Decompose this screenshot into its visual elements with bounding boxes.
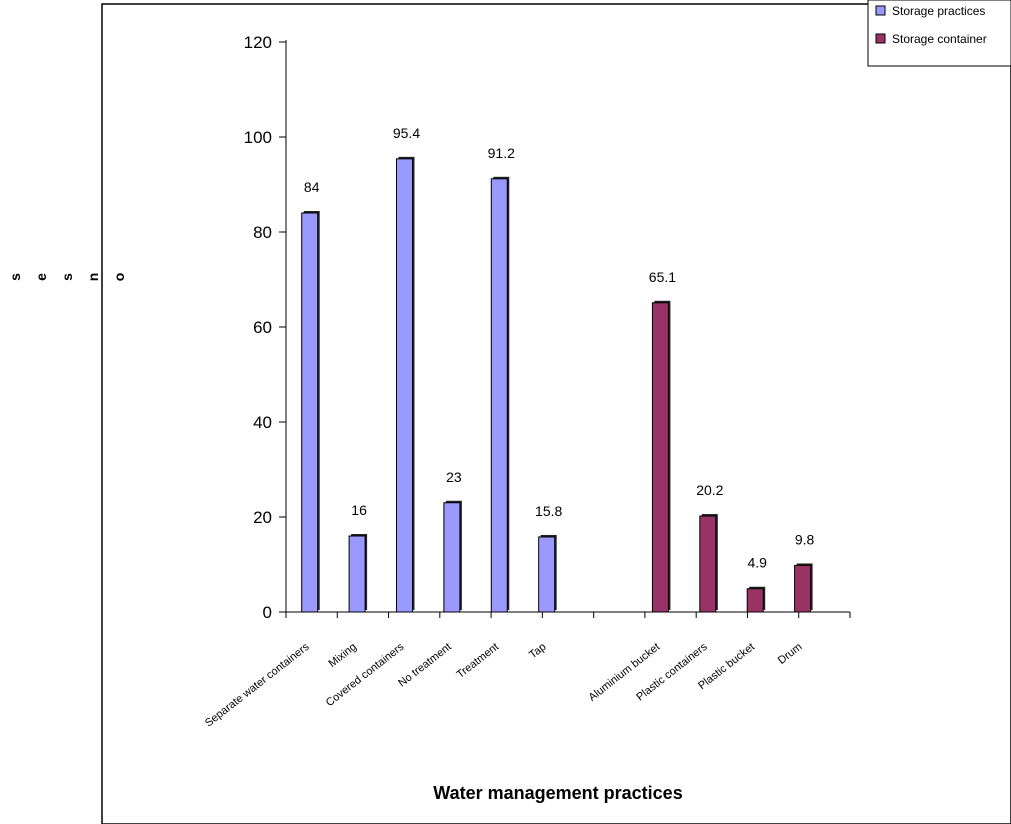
legend-label: Storage practices xyxy=(892,4,985,18)
x-category-label: Covered containers xyxy=(324,641,407,709)
bar xyxy=(490,178,508,613)
y-axis-title-char: e xyxy=(33,273,49,281)
y-tick-label: 120 xyxy=(244,33,272,52)
x-category-label: Drum xyxy=(776,641,805,667)
x-category-label: Tap xyxy=(527,641,548,661)
bar xyxy=(746,588,764,613)
bar xyxy=(443,502,461,613)
y-axis-title-char: s xyxy=(59,273,75,281)
bar xyxy=(301,212,319,613)
x-axis-title: Water management practices xyxy=(433,783,682,803)
x-category-label: No treatment xyxy=(396,641,454,690)
data-label: 15.8 xyxy=(535,503,562,519)
bar xyxy=(348,535,366,613)
y-tick-label: 60 xyxy=(253,318,272,337)
y-axis-title: s e s n o xyxy=(7,273,127,282)
data-label: 20.2 xyxy=(696,482,723,498)
data-label: 16 xyxy=(351,502,367,518)
data-label: 9.8 xyxy=(795,531,815,547)
bar xyxy=(651,302,669,613)
bar xyxy=(395,158,413,613)
bar xyxy=(538,536,556,613)
y-tick-label: 100 xyxy=(244,128,272,147)
y-axis-title-char: s xyxy=(7,273,23,281)
data-label: 23 xyxy=(446,469,462,485)
y-axis-title-char: n xyxy=(85,273,101,282)
data-label: 91.2 xyxy=(488,145,515,161)
bar xyxy=(794,564,812,613)
data-label: 84 xyxy=(304,179,320,195)
bar xyxy=(699,515,717,613)
y-tick-label: 40 xyxy=(253,413,272,432)
x-category-label: Separate water containers xyxy=(203,641,312,730)
data-label: 4.9 xyxy=(747,555,767,571)
legend-swatch xyxy=(875,33,886,44)
x-category-label: Treatment xyxy=(455,641,502,681)
plot-area: 0 20 40 60 80 100 120 84 16 95.4 23 91.2 15.8 65.1 20.… xyxy=(203,33,851,730)
y-tick-label: 0 xyxy=(263,603,272,622)
y-axis-title-char: o xyxy=(111,273,127,282)
y-tick-label: 80 xyxy=(253,223,272,242)
x-category-label: Mixing xyxy=(326,641,358,670)
data-label: 65.1 xyxy=(649,269,676,285)
legend-label: Storage container xyxy=(892,32,987,46)
plot-frame xyxy=(101,3,1011,824)
legend-swatch xyxy=(875,5,886,16)
legend: Storage practices Storage container xyxy=(867,0,1011,67)
legend-box xyxy=(867,0,1011,67)
data-label: 95.4 xyxy=(393,125,420,141)
y-tick-label: 20 xyxy=(253,508,272,527)
